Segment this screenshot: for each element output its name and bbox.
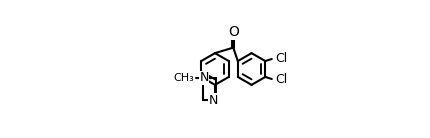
Text: CH₃: CH₃ [174,73,194,83]
Text: Cl: Cl [276,72,288,86]
Text: O: O [228,25,239,39]
Text: Cl: Cl [276,52,288,66]
Text: N: N [209,94,218,107]
Text: N: N [199,71,209,84]
